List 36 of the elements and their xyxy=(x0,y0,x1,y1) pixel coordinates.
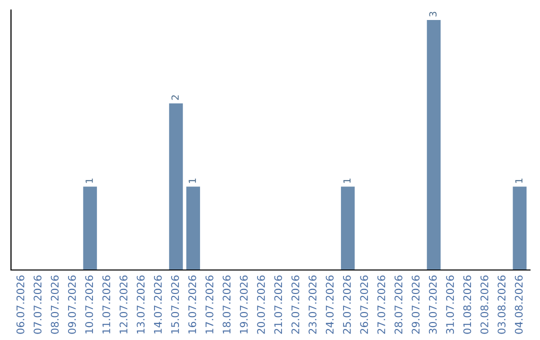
x-tick-label: 04.08.2026 xyxy=(514,276,523,334)
x-tick-label: 16.07.2026 xyxy=(188,276,196,334)
x-tick-label: 19.07.2026 xyxy=(240,276,248,334)
x-tick-label: 01.08.2026 xyxy=(463,276,472,334)
x-tick-label: 24.07.2026 xyxy=(326,276,334,334)
x-tick-label: 30.07.2026 xyxy=(428,276,437,334)
x-tick-label: 20.07.2026 xyxy=(257,276,265,334)
x-tick-label: 08.07.2026 xyxy=(50,276,59,334)
x-tick-label: 07.07.2026 xyxy=(34,276,42,334)
x-tick-label: 06.07.2026 xyxy=(16,276,24,334)
data-label: 1 xyxy=(515,178,522,183)
x-tick-label: 26.07.2026 xyxy=(360,276,368,334)
data-label: 1 xyxy=(188,178,196,183)
x-tick-label: 18.07.2026 xyxy=(222,276,231,334)
x-tick-label: 14.07.2026 xyxy=(154,276,162,334)
x-tick-label: 31.07.2026 xyxy=(446,276,454,334)
x-tick-label: 03.08.2026 xyxy=(498,276,506,334)
x-tick-label: 25.07.2026 xyxy=(342,276,351,334)
x-tick-label: 12.07.2026 xyxy=(120,276,128,334)
x-tick-label: 23.07.2026 xyxy=(308,276,316,334)
x-tick-label: 28.07.2026 xyxy=(394,276,402,334)
x-tick-label: 02.08.2026 xyxy=(480,276,488,334)
x-tick-label: 17.07.2026 xyxy=(205,276,214,334)
x-tick-label: 21.07.2026 xyxy=(274,276,282,334)
data-label: 1 xyxy=(86,178,93,183)
x-tick-label: 11.07.2026 xyxy=(102,276,110,334)
x-tick-label: 09.07.2026 xyxy=(68,276,76,334)
data-label: 3 xyxy=(429,12,437,16)
data-label: 1 xyxy=(343,178,351,183)
x-tick-label: 29.07.2026 xyxy=(412,276,420,334)
x-tick-label: 27.07.2026 xyxy=(377,276,386,334)
x-tick-label: 13.07.2026 xyxy=(136,276,145,334)
x-tick-label: 22.07.2026 xyxy=(291,276,300,334)
x-tick-label: 15.07.2026 xyxy=(171,276,180,334)
data-label: 2 xyxy=(171,95,179,100)
x-tick-label: 10.07.2026 xyxy=(85,276,94,334)
